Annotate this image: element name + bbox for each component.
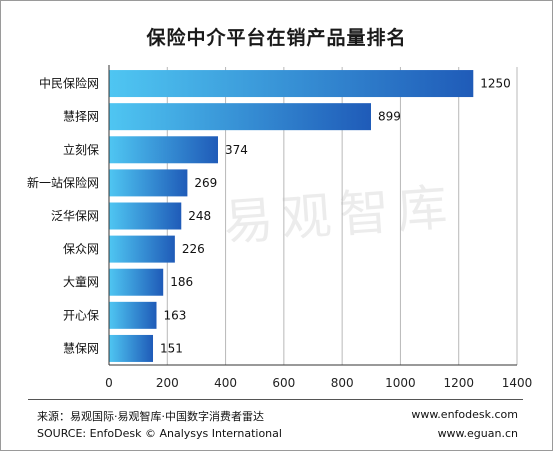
axes	[108, 65, 517, 366]
category-label: 慧择网	[63, 109, 99, 124]
source-url-enfodesk[interactable]: www.enfodesk.com	[411, 408, 518, 421]
category-label: 中民保险网	[39, 76, 99, 91]
value-label: 269	[194, 176, 217, 190]
footer-divider	[28, 399, 523, 400]
bar	[109, 169, 188, 197]
bar	[109, 235, 175, 263]
x-tick-label: 0	[105, 376, 113, 390]
bar	[109, 301, 157, 329]
category-label: 慧保网	[63, 340, 99, 355]
category-label: 新一站保险网	[27, 175, 99, 190]
bar	[109, 136, 218, 164]
bar	[109, 202, 182, 230]
x-tick-label: 600	[272, 376, 295, 390]
x-tick-label: 200	[156, 376, 179, 390]
x-tick-label: 800	[331, 376, 354, 390]
value-label: 163	[164, 308, 187, 322]
x-tick-label: 1000	[385, 376, 416, 390]
source-url-eguan[interactable]: www.eguan.cn	[437, 427, 518, 440]
value-label: 899	[378, 110, 401, 124]
category-label: 保众网	[63, 242, 99, 256]
category-label: 开心保	[63, 308, 99, 322]
value-label: 248	[188, 209, 211, 223]
x-tick-label: 400	[214, 376, 237, 390]
value-label: 186	[170, 275, 193, 289]
x-tick-label: 1200	[443, 376, 474, 390]
bars	[109, 70, 474, 362]
chart-title: 保险中介平台在销产品量排名	[146, 27, 407, 49]
x-tick-label: 1400	[502, 376, 533, 390]
value-label: 1250	[480, 77, 511, 91]
value-label: 374	[225, 143, 248, 157]
source-cn: 来源：易观国际·易观智库·中国数字消费者雷达	[37, 410, 264, 423]
bar	[109, 70, 474, 98]
category-label: 立刻保	[63, 142, 99, 157]
bar	[109, 268, 164, 296]
value-label: 226	[182, 242, 205, 256]
source-en: SOURCE: EnfoDesk © Analysys Internationa…	[37, 427, 282, 440]
category-label: 泛华保网	[51, 209, 99, 223]
value-label: 151	[160, 341, 183, 355]
bar	[109, 103, 371, 131]
bar	[109, 334, 154, 362]
labels: 0 200 400 600 800 1000 1200 1400 中民保险网 1250 慧择网 899…	[27, 76, 532, 390]
category-label: 大童网	[63, 274, 99, 289]
